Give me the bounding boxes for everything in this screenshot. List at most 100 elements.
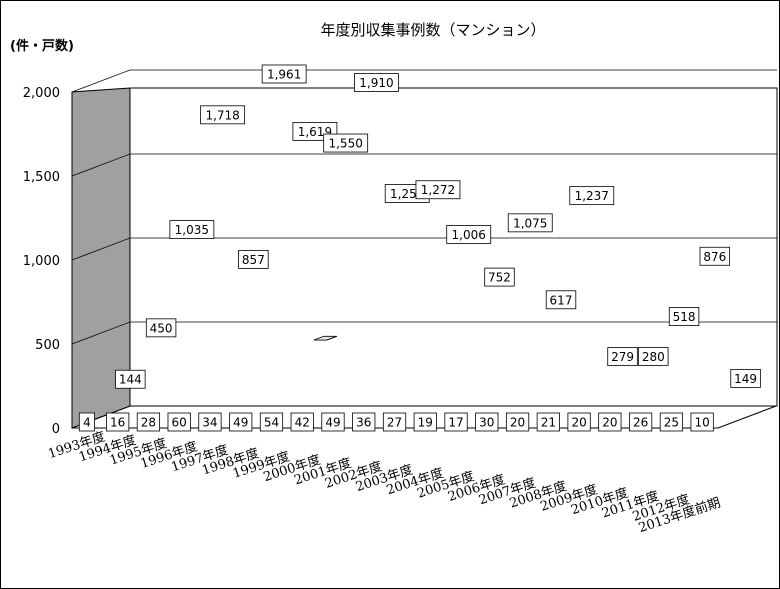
- data-label-box: [536, 412, 560, 432]
- data-label-text: 144: [119, 373, 142, 387]
- data-label-text: 1,237: [575, 189, 609, 203]
- data-label-subset: 19: [413, 412, 437, 432]
- data-label-total: 1,910: [354, 73, 399, 92]
- data-label-text: 49: [325, 416, 340, 430]
- data-label-box: [321, 412, 345, 432]
- data-label-box: [629, 412, 653, 432]
- data-label-text: 42: [295, 416, 310, 430]
- data-label-box: [290, 412, 314, 432]
- bar-side-face: [326, 335, 338, 341]
- data-label-text: 27: [387, 416, 402, 430]
- data-label-box: [382, 412, 407, 432]
- data-label-box: [475, 412, 499, 432]
- data-label-subset: 49: [229, 412, 253, 432]
- data-label-text: 20: [571, 416, 586, 430]
- data-label-subset: 17: [444, 412, 468, 432]
- data-label-total: 876: [699, 246, 731, 266]
- data-label-total: 149: [730, 369, 761, 388]
- gridline-side: [71, 321, 131, 345]
- data-label-text: 876: [703, 250, 726, 264]
- data-label-box: [169, 220, 215, 239]
- data-label-total: 144: [115, 369, 146, 389]
- chart-back-wall: [129, 87, 778, 407]
- data-label-box: [569, 186, 615, 206]
- data-label-box: [352, 412, 376, 432]
- data-label-box: [106, 412, 130, 432]
- data-label-text: 20: [602, 416, 617, 430]
- data-label-subset: 30: [475, 412, 499, 432]
- data-label-total: 857: [238, 250, 269, 269]
- data-label-subset: 20: [505, 412, 530, 432]
- data-label-text: 518: [673, 310, 696, 324]
- y-unit-label: (件・戸数): [10, 38, 74, 54]
- data-label-text: 49: [233, 416, 248, 430]
- data-label-box: [505, 412, 530, 432]
- data-label-box: [200, 105, 246, 125]
- gridline-side: [71, 237, 131, 261]
- data-label-subset: 28: [136, 412, 161, 432]
- data-label-text: 26: [633, 416, 648, 430]
- data-label-total: 450: [145, 318, 177, 338]
- data-label-box: [699, 246, 731, 266]
- data-label-text: 21: [541, 416, 556, 430]
- data-label-box: [730, 369, 761, 388]
- data-label-text: 1,035: [175, 223, 209, 237]
- data-label-text: 19: [418, 416, 433, 430]
- data-label-total: 1,961: [261, 64, 307, 84]
- data-label-text: 1,272: [421, 183, 455, 197]
- data-label-total: 1,272: [415, 180, 461, 200]
- data-label-text: 25: [664, 416, 679, 430]
- y-tick-label: 1,500: [23, 170, 60, 185]
- data-label-box: [446, 225, 492, 244]
- data-label-subset: 20: [598, 412, 622, 432]
- data-label-box: [638, 346, 669, 366]
- data-label-box: [598, 412, 622, 432]
- data-label-box: [545, 290, 577, 310]
- data-label-box: [444, 412, 468, 432]
- data-label-box: [507, 213, 553, 233]
- data-label-subset: 25: [659, 412, 683, 432]
- data-label-text: 30: [479, 416, 494, 430]
- data-label-text: 857: [242, 253, 265, 267]
- data-label-total: 280: [638, 346, 669, 366]
- data-label-text: 1,910: [359, 76, 393, 90]
- data-label-text: 1,075: [513, 216, 547, 230]
- data-label-box: [415, 180, 461, 200]
- data-label-box: [136, 412, 161, 432]
- data-label-subset: 21: [536, 412, 560, 432]
- y-tick-label: 2,000: [23, 86, 60, 101]
- data-label-text: 1,006: [452, 228, 486, 242]
- data-label-text: 280: [642, 350, 665, 364]
- data-label-total: 1,550: [323, 133, 369, 153]
- data-label-subset: 54: [259, 412, 284, 432]
- data-label-box: [567, 412, 591, 432]
- data-label-text: 1,550: [328, 137, 362, 151]
- data-label-total: 1,075: [507, 213, 553, 233]
- data-label-text: 149: [734, 372, 757, 386]
- data-label-box: [259, 412, 284, 432]
- data-label-subset: 60: [167, 412, 191, 432]
- data-label-text: 54: [264, 416, 279, 430]
- data-label-box: [145, 318, 177, 338]
- data-label-total: 617: [545, 290, 577, 310]
- data-label-box: [690, 412, 714, 432]
- data-label-text: 60: [172, 416, 187, 430]
- data-label-box: [261, 64, 307, 84]
- data-label-total: 1,006: [446, 225, 492, 244]
- data-label-text: 10: [694, 416, 709, 430]
- gridline-side: [71, 153, 131, 177]
- data-label-subset: 34: [198, 412, 222, 432]
- data-label-text: 20: [510, 416, 525, 430]
- data-label-text: 4: [83, 416, 91, 430]
- data-label-text: 752: [488, 271, 511, 285]
- data-label-box: [115, 369, 146, 389]
- y-tick-label: 500: [35, 338, 60, 353]
- data-label-total: 752: [484, 267, 515, 287]
- data-label-total: 1,237: [569, 186, 615, 206]
- data-label-box: [668, 307, 700, 326]
- data-label-subset: 36: [352, 412, 376, 432]
- data-label-text: 36: [356, 416, 371, 430]
- y-tick-label: 0: [52, 422, 60, 437]
- data-label-subset: 20: [567, 412, 591, 432]
